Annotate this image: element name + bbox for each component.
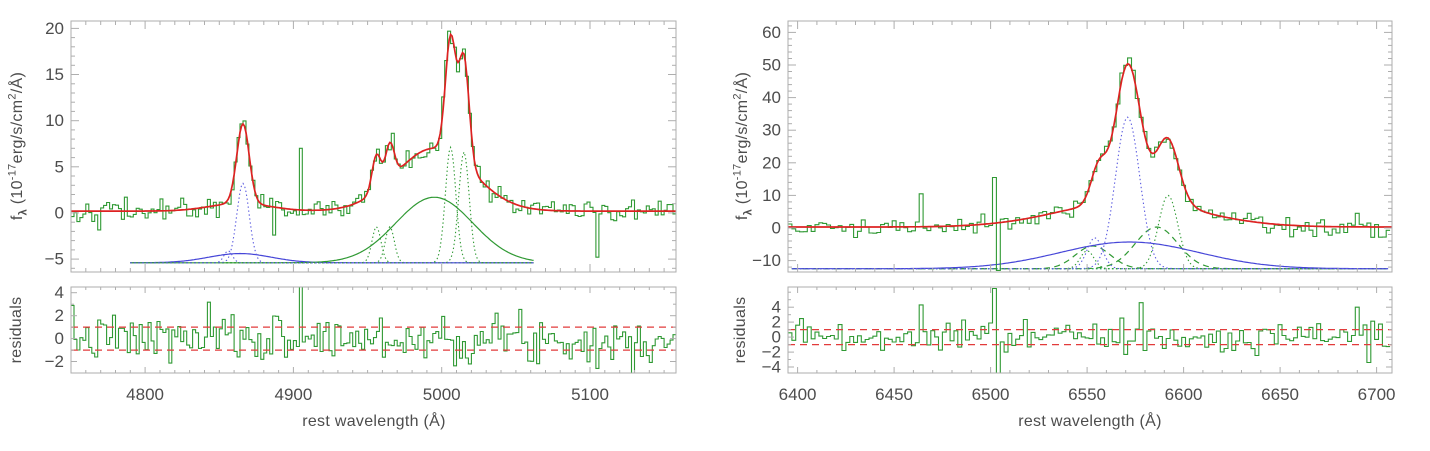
flux-label-units: erg/s/cm [9,99,27,164]
total-fit-line [71,32,676,212]
flux-tick-label: 50 [762,56,781,75]
x-tick-label: 6400 [779,385,817,404]
x-tick-label: 5000 [423,385,461,404]
flux-tick-label: 0 [772,219,781,238]
main-panel-plot-area [788,57,1392,271]
main-panel-frame [787,20,1393,273]
residuals-axis-label: residuals [732,296,749,364]
flux-label-lambda: λ [17,208,30,216]
flux-axis-label: fλ (10-17erg/s/cm2/Å) [7,72,30,220]
x-tick-label: 6500 [972,385,1010,404]
component-curve-broad-halpha [791,241,1389,270]
flux-tick-label: 10 [762,186,781,205]
axes [70,20,677,374]
flux-tick-label: 10 [45,111,64,130]
hbeta-oiii-plot-svg: 4800 4900 5000 5100 −5 0 5 10 15 20 −2 0 2 4 [45,19,677,404]
x-tick-label: 4900 [274,385,312,404]
residual-tick-label: −4 [762,358,781,377]
x-tick-label: 6550 [1068,385,1106,404]
main-panel-frame [70,20,677,273]
flux-label-end: /Å) [734,71,752,94]
residual-tick-label: 0 [55,329,64,348]
tick-labels: 6400 6450 6500 6550 6600 6650 6700−10010203040… [752,23,1395,404]
wavelength-axis-label: rest wavelength (Å) [1018,413,1162,430]
component-curve-oiii-broad [130,196,534,264]
residuals-plot-area [71,287,676,373]
residual-tick-label: −2 [762,343,781,362]
component-curve-broad-wing-a [791,245,1389,270]
total-fit-line [788,62,1392,228]
x-tick-label: 5100 [571,385,609,404]
flux-tick-label: 30 [762,121,781,140]
halpha-nii-spectrum-figure: 6400 6450 6500 6550 6600 6650 6700 −10 0 10 20 30 40… [715,0,1430,451]
flux-axis-label: fλ (10-17erg/s/cm2/Å) [732,72,755,220]
flux-label-mid: (10 [734,180,752,209]
component-curve-broad-wing-b [791,226,1389,270]
halpha-nii-plot-svg: 6400 6450 6500 6550 6600 6650 6700−10010203040… [752,20,1396,404]
residuals-histogram [788,287,1391,373]
flux-label-mid: (10 [9,180,27,209]
hbeta-oiii-spectrum-figure: 4800 4900 5000 5100 −5 0 5 10 15 20 −2 0 2 4 fλ (10-1… [7,19,677,430]
residual-tick-label: 2 [772,313,781,332]
residuals-axis-label: residuals [8,296,25,364]
flux-label-f: f [734,215,752,221]
x-tick-label: 6600 [1165,385,1203,404]
component-curve-nii-6548 [791,250,1389,270]
flux-tick-label: 20 [45,19,64,38]
component-curve-narrow-hbeta [130,182,534,264]
residual-tick-label: 4 [55,283,64,302]
axes [787,20,1393,374]
flux-label-squared: 2 [6,93,19,100]
residuals-panel-frame [70,286,677,374]
flux-tick-label: 60 [762,23,781,42]
main-panel-plot-area [71,30,676,264]
residual-tick-label: 2 [55,306,64,325]
flux-label-units: erg/s/cm [734,99,752,164]
flux-tick-label: −10 [752,251,781,270]
tick-labels: 4800 4900 5000 5100 −5 0 5 10 15 20 −2 0 2 4 [45,19,609,404]
x-tick-label: 4800 [126,385,164,404]
flux-tick-label: 15 [45,65,64,84]
component-curve-halpha-wing [791,237,1389,270]
flux-tick-label: 20 [762,153,781,172]
x-tick-label: 6700 [1358,385,1396,404]
flux-label-end: /Å) [9,71,27,94]
flux-tick-label: 40 [762,88,781,107]
data-histogram [71,30,676,258]
component-curve-nii-6583 [791,194,1389,270]
residual-tick-label: −2 [45,352,64,371]
residual-tick-label: 4 [772,298,781,317]
flux-label-squared: 2 [731,93,744,100]
residual-tick-label: 0 [772,328,781,347]
flux-label-f: f [9,215,27,221]
component-curve-oiii-4959-a [130,225,534,264]
component-curve-oiii-4959-b [130,225,534,264]
data-histogram [788,57,1391,271]
flux-tick-label: 0 [55,203,64,222]
flux-tick-label: 5 [55,157,64,176]
component-curve-oiii-5007-a [130,145,534,264]
flux-label-exponent: -17 [6,163,19,181]
residuals-histogram [71,287,676,373]
wavelength-axis-label: rest wavelength (Å) [302,413,446,430]
flux-label-exponent: -17 [731,163,744,181]
flux-label-lambda: λ [742,208,755,216]
residuals-plot-area [788,287,1392,373]
x-tick-label: 6450 [875,385,913,404]
x-tick-label: 6650 [1261,385,1299,404]
flux-tick-label: −5 [45,250,64,269]
